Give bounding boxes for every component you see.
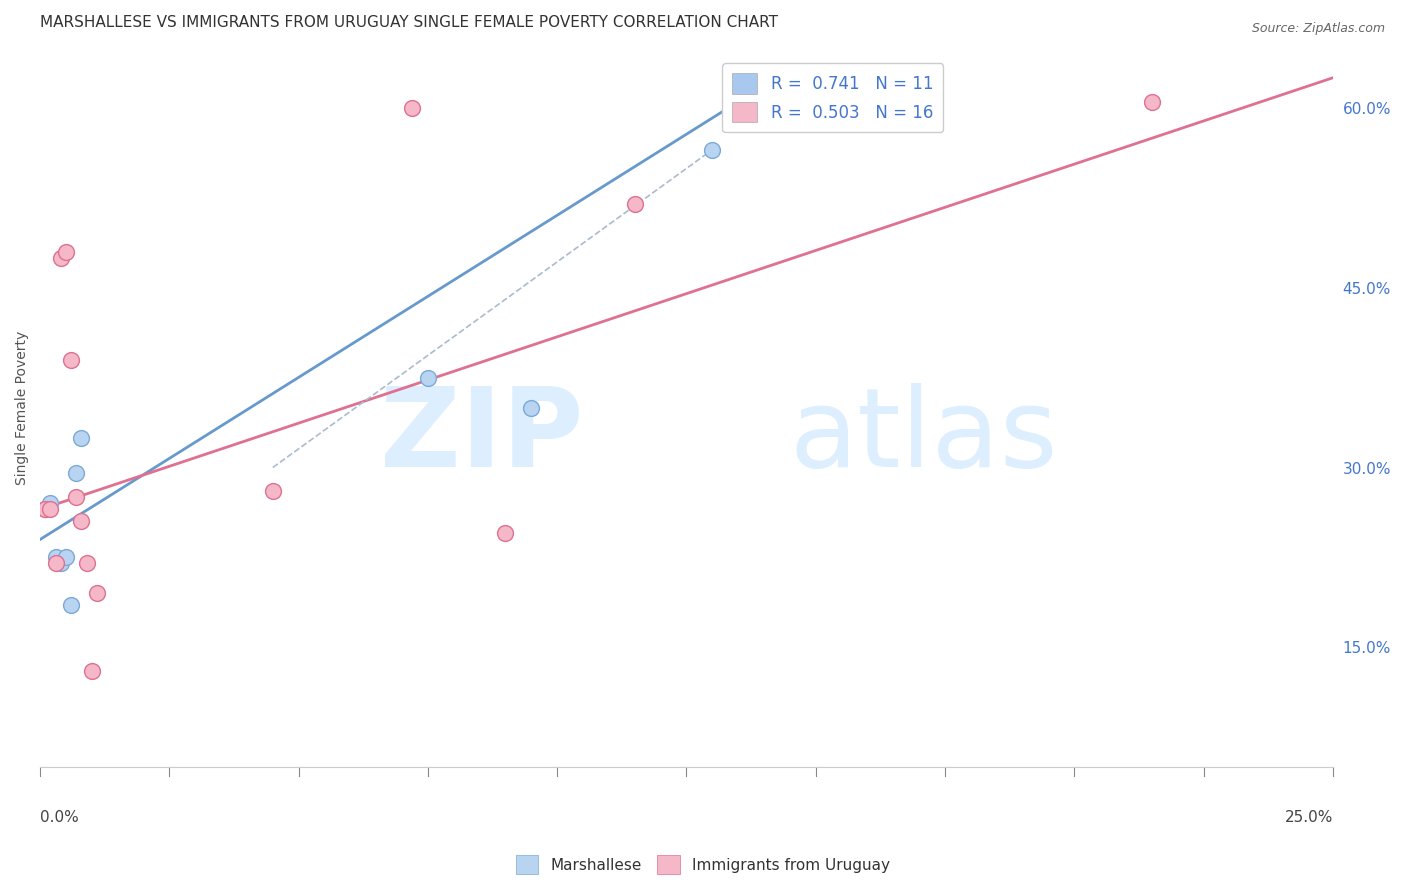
Point [49,557,72,571]
Point [70,431,93,445]
Point [1140,95,1163,109]
Point [495,526,517,541]
Text: 0.0%: 0.0% [41,811,79,825]
Point [49,251,72,265]
Point [80,665,103,679]
Point [34,502,56,516]
Point [70,515,93,529]
Text: MARSHALLESE VS IMMIGRANTS FROM URUGUAY SINGLE FEMALE POVERTY CORRELATION CHART: MARSHALLESE VS IMMIGRANTS FROM URUGUAY S… [41,15,778,30]
Text: Source: ZipAtlas.com: Source: ZipAtlas.com [1251,22,1385,36]
Point [39,496,62,510]
Point [623,196,645,211]
Legend: Marshallese, Immigrants from Uruguay: Marshallese, Immigrants from Uruguay [509,849,897,880]
Point [39,502,62,516]
Point [60,352,83,367]
Point [55,550,77,565]
Point [65,491,87,505]
Point [262,484,284,499]
Point [86,586,108,600]
Point [65,467,87,481]
Point [401,101,423,115]
Point [45,550,67,565]
Point [34,502,56,516]
Point [45,557,67,571]
Point [702,143,724,157]
Text: atlas: atlas [790,383,1059,490]
Point [76,557,98,571]
Point [60,599,83,613]
Text: 25.0%: 25.0% [1285,811,1333,825]
Point [55,244,77,259]
Point [520,401,543,415]
Y-axis label: Single Female Poverty: Single Female Poverty [15,330,30,484]
Point [416,370,439,384]
Legend: R =  0.741   N = 11, R =  0.503   N = 16: R = 0.741 N = 11, R = 0.503 N = 16 [723,63,943,132]
Text: ZIP: ZIP [380,383,583,490]
